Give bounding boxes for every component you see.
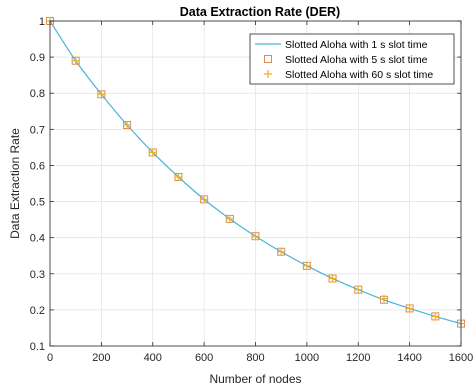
y-tick-label: 0.7 — [30, 124, 45, 136]
data-point-plus — [277, 247, 286, 256]
y-tick-label: 0.3 — [30, 269, 45, 281]
data-point-plus — [148, 148, 157, 157]
x-axis-label: Number of nodes — [209, 372, 301, 386]
data-point-plus — [71, 56, 80, 65]
legend-entry-3: Slotted Aloha with 60 s slot time — [264, 69, 433, 81]
y-tick-label: 0.9 — [30, 52, 45, 64]
legend-box — [249, 33, 455, 85]
x-tick-label: 1000 — [295, 352, 319, 364]
data-point-plus — [97, 90, 106, 99]
x-tick-label: 400 — [144, 352, 162, 364]
x-tick-label: 200 — [92, 352, 110, 364]
y-axis: 0.1 0.2 0.3 0.4 0.5 0.6 0.7 0.8 0.9 1 — [30, 16, 461, 353]
data-point-plus — [354, 285, 363, 294]
y-tick-label: 0.5 — [30, 197, 45, 209]
x-tick-label: 1200 — [346, 352, 370, 364]
legend: Slotted Aloha with 1 s slot time Slotted… — [249, 33, 455, 85]
y-axis-label: Data Extraction Rate — [8, 128, 22, 239]
y-tick-label: 0.4 — [30, 233, 45, 245]
x-axis: 0 200 400 600 800 1000 1200 1400 1600 — [47, 21, 473, 364]
x-tick-label: 800 — [246, 352, 264, 364]
x-tick-label: 1600 — [449, 352, 473, 364]
legend-label-2: Slotted Aloha with 5 s slot time — [285, 54, 428, 66]
y-tick-label: 1 — [39, 16, 45, 28]
chart-title: Data Extraction Rate (DER) — [180, 5, 340, 19]
data-point-plus — [123, 121, 132, 129]
data-point-plus — [328, 274, 337, 283]
y-tick-label: 0.1 — [30, 341, 45, 353]
data-point-plus — [302, 261, 311, 270]
y-tick-label: 0.2 — [30, 305, 45, 317]
x-tick-label: 0 — [47, 352, 53, 364]
legend-entry-1: Slotted Aloha with 1 s slot time — [255, 39, 428, 51]
data-point-plus — [431, 312, 440, 321]
legend-label-1: Slotted Aloha with 1 s slot time — [285, 39, 428, 51]
data-point-plus — [251, 232, 260, 241]
data-point-plus — [200, 195, 209, 204]
data-point-plus — [225, 214, 234, 223]
legend-label-3: Slotted Aloha with 60 s slot time — [285, 69, 433, 81]
y-tick-label: 0.6 — [30, 160, 45, 172]
data-point-plus — [405, 304, 414, 313]
data-point-plus — [174, 173, 183, 181]
legend-swatch-square — [264, 55, 272, 63]
y-tick-label: 0.8 — [30, 88, 45, 100]
x-tick-label: 1400 — [397, 352, 421, 364]
legend-entry-2: Slotted Aloha with 5 s slot time — [264, 54, 428, 66]
data-point-plus — [379, 294, 388, 303]
x-tick-label: 600 — [195, 352, 213, 364]
